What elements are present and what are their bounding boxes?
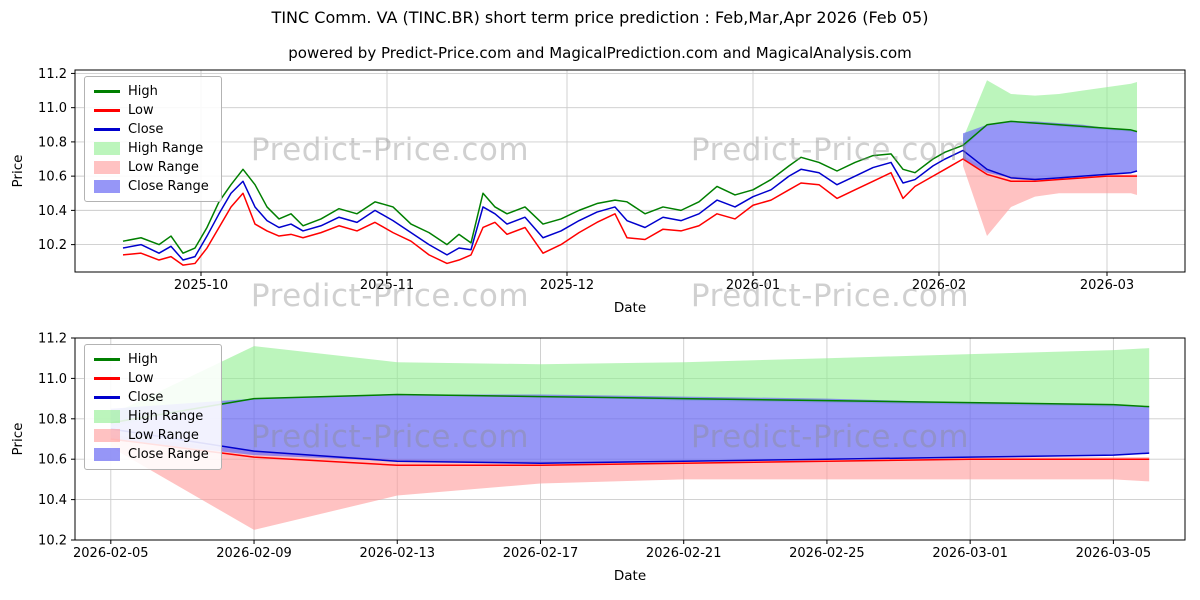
legend-label: Close bbox=[128, 122, 164, 137]
x-tick-label: 2025-11 bbox=[360, 278, 414, 293]
high-range-band bbox=[963, 80, 1137, 149]
x-tick-label: 2025-12 bbox=[540, 278, 594, 293]
x-axis-label: Date bbox=[614, 300, 646, 316]
y-tick-label: 11.0 bbox=[38, 372, 67, 387]
high-range-band bbox=[110, 346, 1150, 427]
legend-item-low: Low bbox=[94, 369, 209, 388]
y-axis-label: Price bbox=[10, 155, 26, 188]
plot-frame bbox=[74, 69, 1186, 273]
legend-item-high: High bbox=[94, 350, 209, 369]
overview-price-chart: 10.2 10.4 10.6 10.8 11.0 11.2 2025-10 2025-11 20… bbox=[10, 67, 1186, 316]
legend-item-close-range: Close Range bbox=[94, 177, 209, 196]
close-swatch bbox=[94, 128, 120, 131]
x-tick-label: 2026-02-05 bbox=[73, 546, 149, 561]
legend-item-low: Low bbox=[94, 101, 209, 120]
low-line bbox=[110, 438, 1150, 467]
x-tick-label: 2026-02 bbox=[912, 278, 966, 293]
x-tick-label: 2026-02-09 bbox=[216, 546, 292, 561]
forecast-legend: High Low Close High Range Low Range Close Ran… bbox=[84, 344, 222, 470]
high-range-swatch bbox=[94, 142, 120, 155]
x-tick-label: 2025-10 bbox=[174, 278, 228, 293]
low-range-swatch bbox=[94, 161, 120, 174]
high-line bbox=[122, 120, 1138, 254]
legend-item-high: High bbox=[94, 82, 209, 101]
low-swatch bbox=[94, 109, 120, 112]
y-tick-label: 11.2 bbox=[38, 332, 67, 347]
x-tick-label: 2026-03 bbox=[1080, 278, 1134, 293]
plot-frame bbox=[74, 337, 1186, 541]
legend-label: Close Range bbox=[128, 447, 209, 462]
forecast-zoom-chart: 10.2 10.4 10.6 10.8 11.0 11.2 2026-02-05 2026-0… bbox=[10, 332, 1186, 584]
y-tick-label: 10.6 bbox=[38, 170, 67, 185]
x-tick-label: 2026-03-05 bbox=[1076, 546, 1152, 561]
close-line bbox=[110, 428, 1150, 464]
legend-item-close-range: Close Range bbox=[94, 445, 209, 464]
y-tick-label: 10.4 bbox=[38, 493, 67, 508]
y-tick-label: 10.8 bbox=[38, 135, 67, 150]
high-swatch bbox=[94, 358, 120, 361]
legend-label: Close bbox=[128, 390, 164, 405]
low-swatch bbox=[94, 377, 120, 380]
low-line bbox=[122, 158, 1137, 266]
y-tick-label: 10.6 bbox=[38, 453, 67, 468]
legend-label: High Range bbox=[128, 141, 204, 156]
close-range-swatch bbox=[94, 180, 120, 193]
high-line bbox=[110, 393, 1150, 424]
x-tick-label: 2026-02-13 bbox=[359, 546, 435, 561]
close-range-band bbox=[110, 394, 1150, 464]
x-tick-label: 2026-01 bbox=[726, 278, 780, 293]
y-tick-label: 10.4 bbox=[38, 204, 67, 219]
overview-legend: High Low Close High Range Low Range Close Ran… bbox=[84, 76, 222, 202]
legend-item-low-range: Low Range bbox=[94, 426, 209, 445]
close-swatch bbox=[94, 396, 120, 399]
legend-label: Low Range bbox=[128, 160, 199, 175]
legend-label: Low bbox=[128, 103, 154, 118]
y-axis-label: Price bbox=[10, 423, 26, 456]
x-tick-label: 2026-03-01 bbox=[932, 546, 1008, 561]
y-tick-label: 10.8 bbox=[38, 412, 67, 427]
legend-label: High bbox=[128, 84, 158, 99]
legend-item-high-range: High Range bbox=[94, 407, 209, 426]
close-range-swatch bbox=[94, 448, 120, 461]
y-tick-label: 11.2 bbox=[38, 67, 67, 82]
low-range-swatch bbox=[94, 429, 120, 442]
legend-label: Close Range bbox=[128, 179, 209, 194]
legend-item-close: Close bbox=[94, 120, 209, 139]
legend-label: Low Range bbox=[128, 428, 199, 443]
high-range-swatch bbox=[94, 410, 120, 423]
y-tick-label: 10.2 bbox=[38, 534, 67, 549]
legend-label: High bbox=[128, 352, 158, 367]
y-tick-label: 11.0 bbox=[38, 101, 67, 116]
x-tick-label: 2026-02-25 bbox=[789, 546, 865, 561]
x-tick-label: 2026-02-17 bbox=[503, 546, 579, 561]
x-tick-label: 2026-02-21 bbox=[646, 546, 722, 561]
figure-title: TINC Comm. VA (TINC.BR) short term price… bbox=[271, 8, 929, 27]
close-range-band bbox=[963, 121, 1137, 180]
legend-item-high-range: High Range bbox=[94, 139, 209, 158]
legend-item-close: Close bbox=[94, 388, 209, 407]
legend-item-low-range: Low Range bbox=[94, 158, 209, 177]
close-line bbox=[122, 149, 1138, 261]
legend-label: High Range bbox=[128, 409, 204, 424]
y-tick-label: 10.2 bbox=[38, 238, 67, 253]
figure-subtitle: powered by Predict-Price.com and Magical… bbox=[288, 44, 912, 62]
x-axis-label: Date bbox=[614, 568, 646, 584]
high-swatch bbox=[94, 90, 120, 93]
legend-label: Low bbox=[128, 371, 154, 386]
